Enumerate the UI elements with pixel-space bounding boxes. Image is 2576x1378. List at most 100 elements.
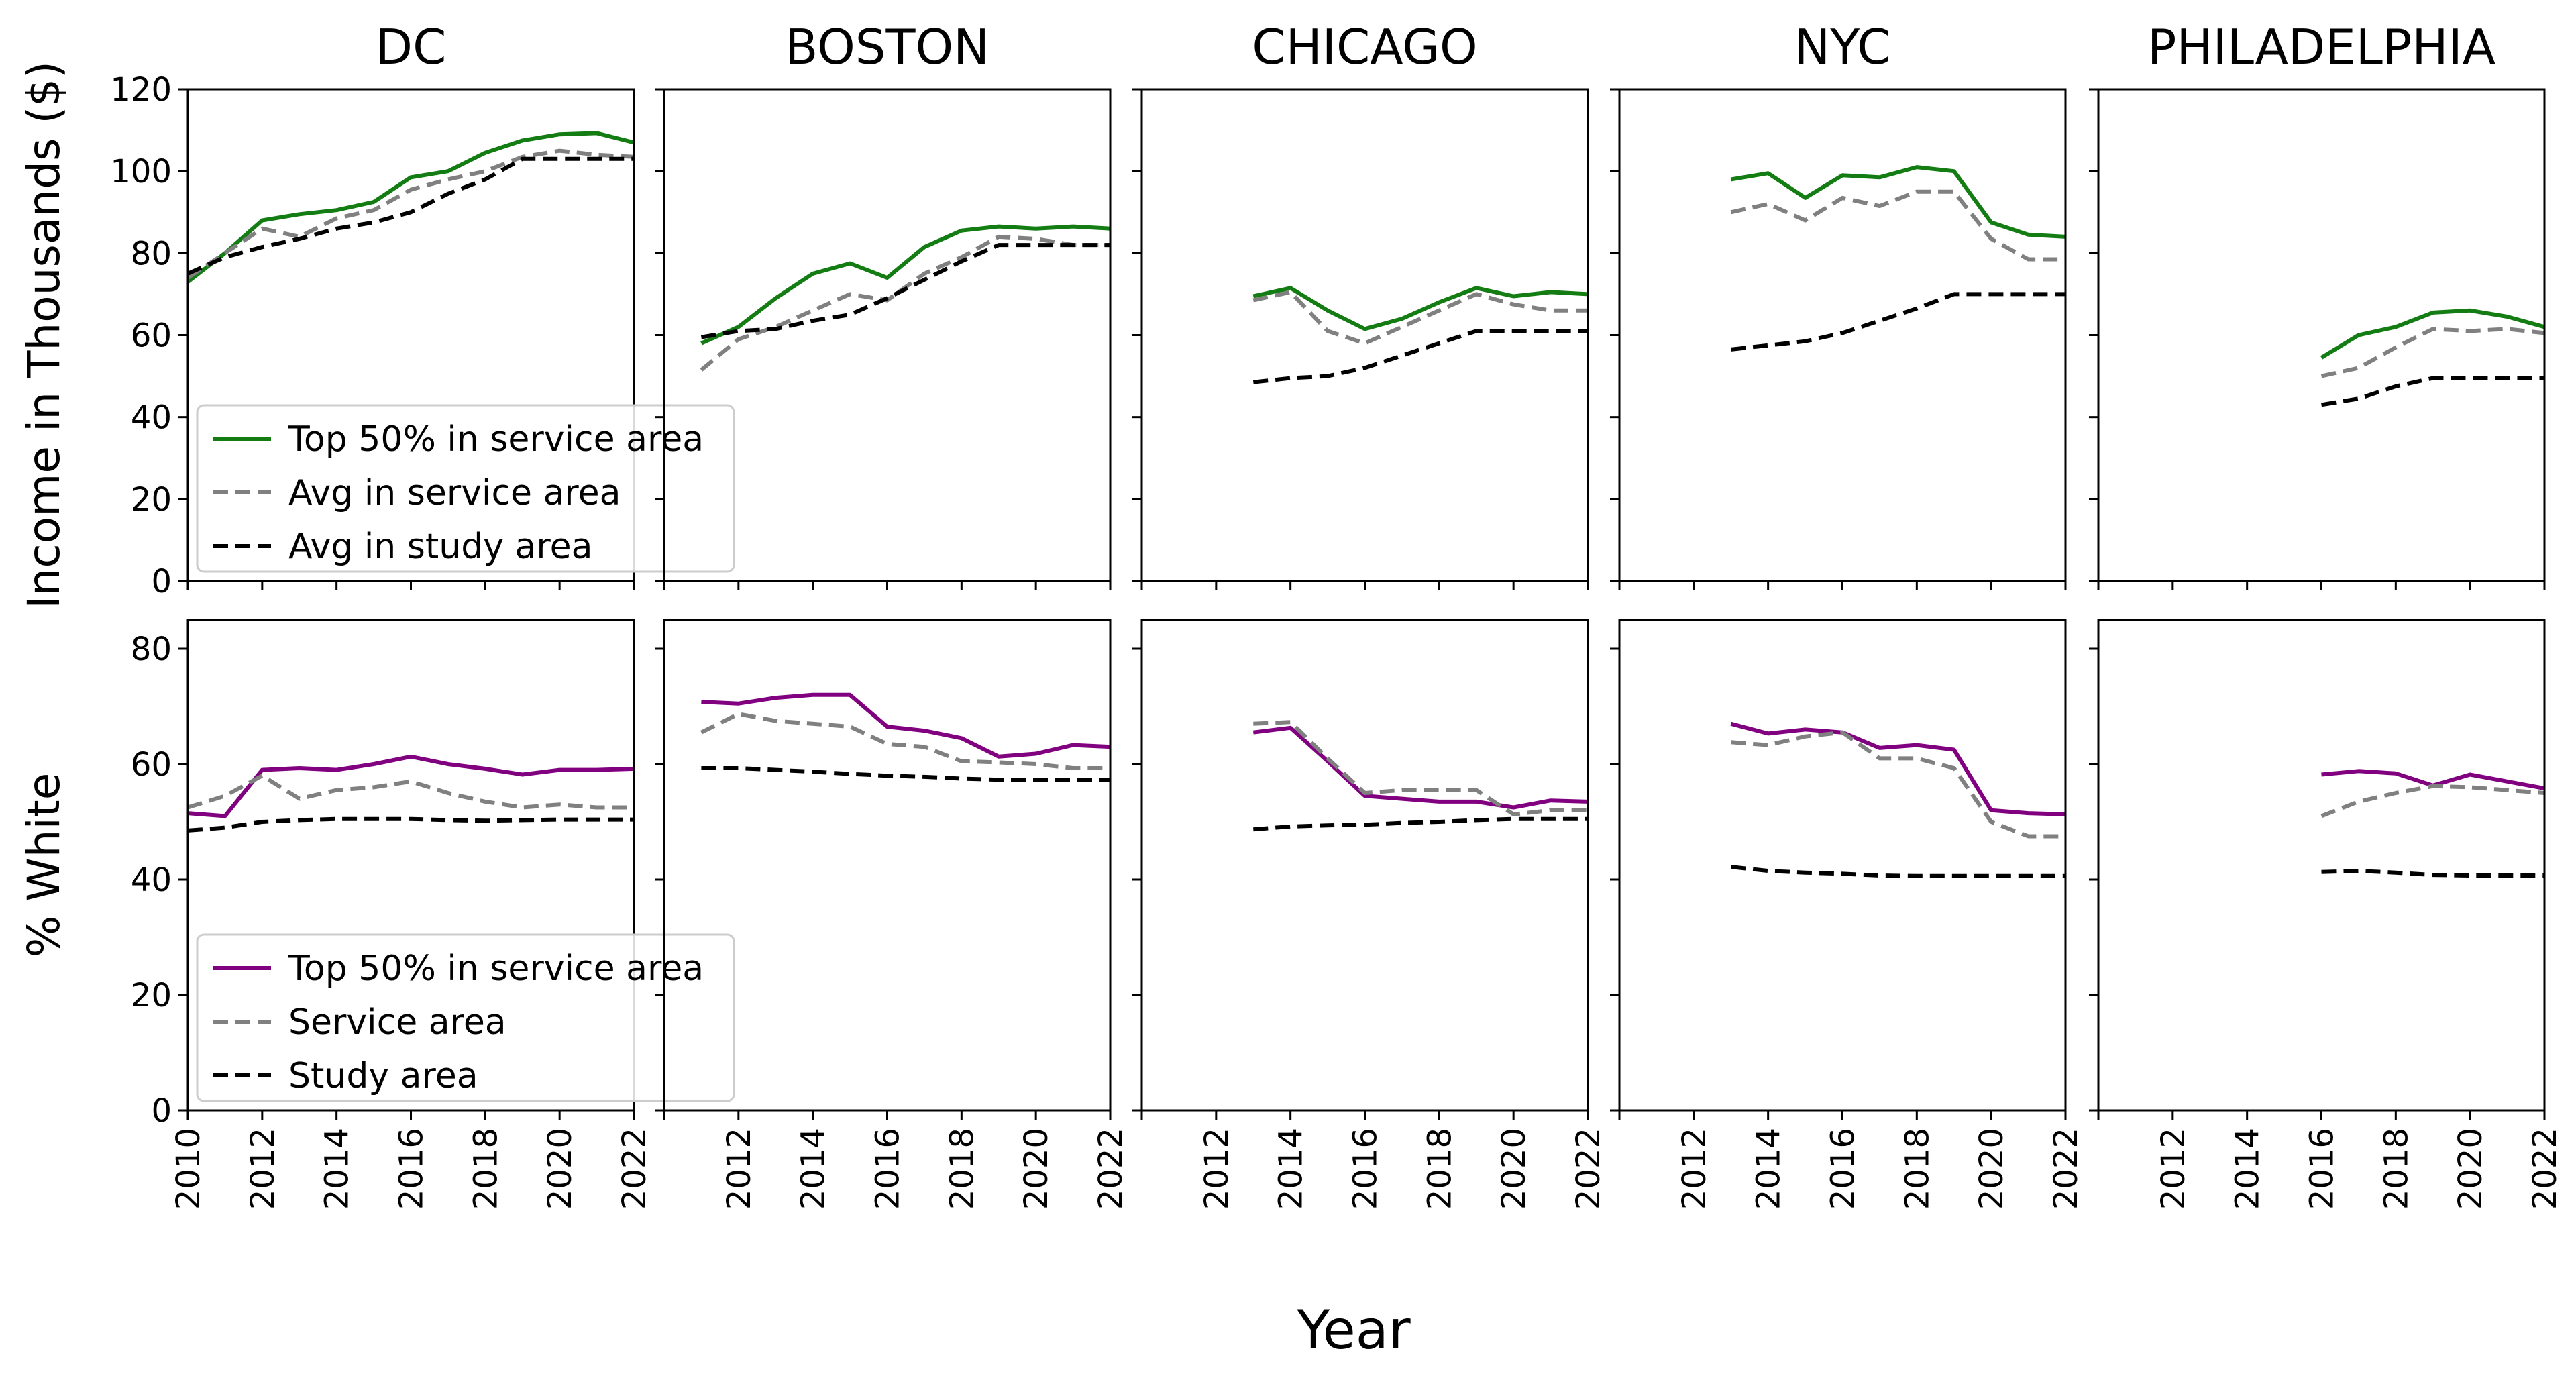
legend-label-top-50-in-service-area: Top 50% in service area xyxy=(288,949,704,989)
series-line-study xyxy=(187,816,634,833)
panel-title: NYC xyxy=(1794,19,1890,75)
x-tick-label: 2014 xyxy=(2229,1128,2267,1210)
panel-title: PHILADELPHIA xyxy=(2147,19,2496,75)
x-tick-label: 2018 xyxy=(2377,1128,2415,1210)
plot-frame xyxy=(1140,88,1589,582)
legend-box xyxy=(196,933,735,1102)
plot-frame xyxy=(1618,88,2067,582)
plot-frame xyxy=(2097,88,2546,582)
x-tick-label: 2022 xyxy=(616,1128,653,1210)
legend-label-avg-in-study-area: Avg in study area xyxy=(288,527,592,567)
series-line-study xyxy=(1252,329,1588,384)
series-line-top xyxy=(1252,286,1589,331)
x-tick-label: 2016 xyxy=(393,1128,431,1210)
x-tick-label: 2020 xyxy=(541,1128,579,1210)
y-tick-label: 60 xyxy=(131,317,172,355)
x-tick-label: 2012 xyxy=(720,1128,758,1210)
legend-label-service-area: Service area xyxy=(288,1002,506,1043)
series-line-study xyxy=(1253,816,1588,832)
plot-frame xyxy=(1140,619,1589,1112)
plot-frame xyxy=(663,619,1112,1112)
y-tick-label: 0 xyxy=(151,1092,172,1130)
y-tick-label: 60 xyxy=(131,746,172,784)
x-tick-label: 2014 xyxy=(319,1128,356,1210)
y-tick-label: 40 xyxy=(131,861,172,899)
series-line-study xyxy=(700,243,1110,339)
y-tick-label: 80 xyxy=(131,631,172,668)
series-line-top xyxy=(186,131,635,284)
x-tick-label: 2012 xyxy=(1676,1128,1713,1210)
legend-white: Top 50% in service area Service area Study… xyxy=(196,933,735,1102)
series-line-service xyxy=(1730,189,2065,262)
x-tick-label: 2016 xyxy=(2304,1128,2341,1210)
plot-frame xyxy=(2097,619,2546,1112)
x-tick-label: 2014 xyxy=(1273,1128,1310,1210)
series-line-top xyxy=(1730,721,2066,816)
series-line-top xyxy=(700,224,1111,346)
series-line-top xyxy=(2320,308,2545,360)
y-tick-label: 0 xyxy=(151,563,172,600)
x-tick-label: 2012 xyxy=(1198,1128,1236,1210)
x-tick-label: 2014 xyxy=(795,1128,833,1210)
series-line-service xyxy=(2320,327,2545,378)
x-tick-label: 2022 xyxy=(1570,1128,1607,1210)
legend-label-study-area: Study area xyxy=(288,1056,478,1096)
series-line-service xyxy=(186,148,635,280)
y-tick-label: 40 xyxy=(131,399,172,437)
y-axis-label: % White xyxy=(18,773,70,958)
series-line-study xyxy=(2321,376,2544,407)
series-line-service xyxy=(700,234,1110,372)
panel-white-4: 2012 2014 2016 2018 2020 2022 xyxy=(1610,619,2085,1210)
panel-income-4: NYC xyxy=(1610,19,2067,590)
plot-frame xyxy=(186,619,635,1112)
series-line-service xyxy=(1252,290,1588,346)
x-tick-label: 2018 xyxy=(943,1128,981,1210)
plot-frame xyxy=(1618,619,2067,1112)
series-line-study xyxy=(701,766,1110,782)
panel-white-5: 2012 2014 2016 2018 2020 2022 xyxy=(2089,619,2564,1210)
x-tick-label: 2022 xyxy=(2047,1128,2085,1210)
legend-label-avg-in-service-area: Avg in service area xyxy=(288,473,621,513)
x-tick-label: 2018 xyxy=(1898,1128,1936,1210)
x-tick-label: 2018 xyxy=(1421,1128,1458,1210)
series-line-study xyxy=(1730,865,2065,878)
panel-income-2: BOSTON xyxy=(655,19,1112,590)
series-line-service xyxy=(187,774,634,810)
y-tick-label: 120 xyxy=(110,71,172,109)
x-tick-label: 2016 xyxy=(869,1128,907,1210)
y-tick-label: 20 xyxy=(131,977,172,1014)
series-line-study xyxy=(186,156,634,276)
x-tick-label: 2020 xyxy=(2452,1128,2489,1210)
x-tick-label: 2022 xyxy=(1092,1128,1130,1210)
legend-label-top-50-in-service-area: Top 50% in service area xyxy=(288,419,704,460)
panel-income-5: PHILADELPHIA xyxy=(2089,19,2546,590)
x-tick-label: 2022 xyxy=(2526,1128,2564,1210)
legend-income: Top 50% in service area Avg in service ar… xyxy=(196,404,735,573)
x-tick-label: 2012 xyxy=(244,1128,282,1210)
x-tick-label: 2016 xyxy=(1825,1128,1862,1210)
series-line-top xyxy=(701,692,1111,759)
x-tick-label: 2018 xyxy=(467,1128,504,1210)
plot-frame xyxy=(663,88,1112,582)
series-line-top xyxy=(187,754,635,818)
x-tick-label: 2010 xyxy=(170,1128,207,1210)
series-line-top xyxy=(1252,725,1589,810)
plot-frame xyxy=(186,88,635,582)
x-tick-label: 2012 xyxy=(2155,1128,2192,1210)
panel-income-1: DC 0 20 40 60 80 100 120 Income in Thousands ($)… xyxy=(18,19,735,609)
x-tick-label: 2016 xyxy=(1347,1128,1385,1210)
series-line-study xyxy=(2321,869,2544,878)
x-tick-label: 2020 xyxy=(1495,1128,1533,1210)
x-tick-label: 2020 xyxy=(1018,1128,1055,1210)
panel-white-2: 2012 2014 2016 2018 2020 2022 xyxy=(655,619,1130,1210)
y-tick-label: 20 xyxy=(131,481,172,519)
legend-box xyxy=(196,404,735,573)
series-line-service xyxy=(1253,720,1588,816)
panel-title: DC xyxy=(376,19,447,75)
panel-title: BOSTON xyxy=(785,19,989,75)
series-line-top xyxy=(1730,165,2066,239)
x-tick-label: 2014 xyxy=(1750,1128,1788,1210)
y-axis-label: Income in Thousands ($) xyxy=(18,61,70,609)
series-line-study xyxy=(1730,292,2065,352)
